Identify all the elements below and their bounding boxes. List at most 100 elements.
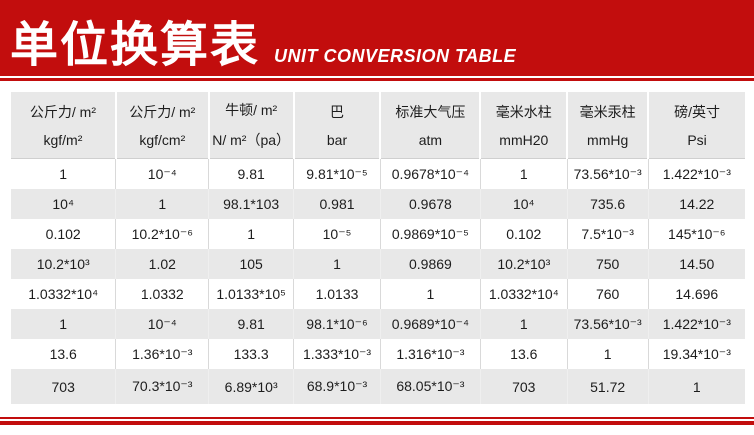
header-cell-name: 毫米水柱 (495, 104, 552, 120)
table-cell: 98.1*10⁻⁶ (293, 309, 381, 339)
unit-conversion-table: 公斤力/ m² kgf/m² 公斤力/ m² kgf/cm² 牛顿/ m² N/ m²（p… (11, 92, 745, 404)
table-row: 10⁴ 1 98.1*103 0.981 0.9678 10⁴ 735.6 14.22 (11, 189, 745, 219)
table-cell: 68.9*10⁻³ (293, 369, 381, 404)
table-cell: 1 (115, 189, 209, 219)
table-cell: 73.56*10⁻³ (566, 158, 649, 189)
header-cell-unit: kgf/m² (43, 132, 83, 148)
table-cell: 0.102 (45, 226, 81, 242)
header-cell: 牛顿/ m² N/ m²（pa） (207, 92, 294, 159)
table-cell: 9.81*10⁻⁵ (293, 158, 381, 189)
table-cell: 1 (566, 339, 649, 369)
table-row: 10.2*10³ 1.02 105 1 0.9869 10.2*10³ 750 14.50 (11, 249, 745, 279)
table-cell: 10⁴ (479, 189, 568, 219)
table-cell: 0.9869 (379, 249, 481, 279)
table-cell: 1.0332*10⁴ (28, 286, 99, 302)
table-cell: 1.0332*10⁴ (479, 279, 568, 309)
table-row: 703 70.3*10⁻³ 6.89*10³ 68.9*10⁻³ 68.05*10⁻³ 7… (11, 369, 745, 404)
table-cell: 750 (566, 249, 649, 279)
table-cell: 70.3*10⁻³ (115, 369, 209, 404)
table-cell: 0.981 (293, 189, 381, 219)
header-cell-name: 磅/英寸 (674, 104, 720, 120)
header-cell-unit: bar (326, 132, 348, 148)
table-cell: 0.9689*10⁻⁴ (379, 309, 481, 339)
table-cell: 1.02 (115, 249, 209, 279)
table-row: 0.102 10.2*10⁻⁶ 1 10⁻⁵ 0.9869*10⁻⁵ 0.102 7.5*1… (11, 219, 745, 249)
table-cell: 1.0332 (115, 279, 209, 309)
table-cell: 6.89*10³ (208, 369, 294, 404)
table-cell: 10⁻⁴ (115, 158, 209, 189)
table-cell: 14.696 (647, 279, 745, 309)
header-cell: 公斤力/ m² kgf/m² (11, 92, 116, 159)
table-cell: 1.36*10⁻³ (115, 339, 209, 369)
footer-divider-gap (0, 419, 754, 421)
header-cell-unit: atm (418, 132, 443, 148)
header-cell-unit: mmH20 (499, 132, 549, 148)
table-cell: 10.2*10³ (11, 249, 116, 279)
table-cell: 735.6 (566, 189, 649, 219)
table-cell: 7.5*10⁻³ (566, 219, 649, 249)
table-cell: 10⁻⁵ (293, 219, 381, 249)
header-cell: 标准大气压 atm (379, 92, 481, 159)
page-title-chinese: 单位换算表 (10, 19, 261, 72)
table-cell: 1 (379, 279, 481, 309)
table-cell: 703 (11, 369, 116, 404)
table-cell: 0.9678 (379, 189, 481, 219)
table-cell: 1.422*10⁻³ (647, 158, 745, 189)
banner-underline (0, 78, 754, 81)
header-cell-name: 标准大气压 (395, 104, 466, 120)
footer-divider-thin-line (0, 417, 754, 419)
table-cell: 10.2*10³ (479, 249, 568, 279)
table-cell: 105 (208, 249, 294, 279)
table-cell: 1 (647, 369, 745, 404)
table-row: 1 10⁻⁴ 9.81 98.1*10⁻⁶ 0.9689*10⁻⁴ 1 73.56*10⁻³… (11, 309, 745, 339)
table-row: 1 10⁻⁴ 9.81 9.81*10⁻⁵ 0.9678*10⁻⁴ 1 73.56*10⁻³… (11, 158, 745, 189)
table-row: 13.6 1.36*10⁻³ 133.3 1.333*10⁻³ 1.316*10⁻³ 13… (11, 339, 745, 369)
header-cell-name: 巴 (330, 104, 344, 120)
table-cell: 1.0133*10⁵ (208, 279, 294, 309)
header-cell: 巴 bar (292, 92, 381, 159)
header-cell: 毫米汞柱 mmHg (566, 92, 649, 159)
table-cell: 9.81 (208, 309, 294, 339)
table-cell: 1.422*10⁻³ (647, 309, 745, 339)
table-cell: 10⁻⁴ (115, 309, 209, 339)
header-cell: 磅/英寸 Psi (647, 92, 745, 159)
table-cell: 73.56*10⁻³ (566, 309, 649, 339)
table-cell: 133.3 (208, 339, 294, 369)
header-cell-unit: mmHg (587, 132, 629, 148)
table-cell: 0.102 (479, 219, 568, 249)
header-banner: 单位换算表 UNIT CONVERSION TABLE (0, 0, 754, 78)
header-cell-name: 公斤力/ m² (129, 104, 196, 120)
table-cell: 14.50 (647, 249, 745, 279)
table-body: 1 10⁻⁴ 9.81 9.81*10⁻⁵ 0.9678*10⁻⁴ 1 73.56*10⁻³… (11, 158, 745, 404)
table-cell: 1 (293, 249, 381, 279)
table-cell: 0.9678*10⁻⁴ (379, 158, 481, 189)
table-cell: 10⁴ (11, 189, 116, 219)
header-cell: 公斤力/ m² kgf/cm² (114, 92, 209, 159)
header-cell-unit: N/ m²（pa） (212, 132, 291, 148)
table-cell: 13.6 (49, 346, 77, 362)
header-cell-unit: Psi (687, 132, 707, 148)
table-cell: 145*10⁻⁶ (647, 219, 745, 249)
table-cell: 1 (479, 309, 568, 339)
footer-divider-thick-line (0, 421, 754, 425)
table-cell: 760 (566, 279, 649, 309)
header-cell-name: 公斤力/ m² (29, 104, 96, 120)
table-cell: 9.81 (208, 158, 294, 189)
table-cell: 1 (11, 309, 116, 339)
table-cell: 19.34*10⁻³ (647, 339, 745, 369)
table-cell: 1.333*10⁻³ (293, 339, 381, 369)
header-cell-name: 牛顿/ m² (225, 102, 278, 118)
footer-divider (0, 417, 754, 425)
page-title-english: UNIT CONVERSION TABLE (274, 46, 517, 66)
header-cell: 毫米水柱 mmH20 (479, 92, 568, 159)
table-cell: 14.22 (647, 189, 745, 219)
table-cell: 1 (479, 158, 568, 189)
table-cell: 98.1*103 (208, 189, 294, 219)
table-cell: 68.05*10⁻³ (379, 369, 481, 404)
header-cell-unit: kgf/cm² (139, 132, 186, 148)
table-cell: 51.72 (566, 369, 649, 404)
table-header-row: 公斤力/ m² kgf/m² 公斤力/ m² kgf/cm² 牛顿/ m² N/ m²（p… (11, 92, 745, 159)
table-cell: 10.2*10⁻⁶ (115, 219, 209, 249)
table-row: 1.0332*10⁴ 1.0332 1.0133*10⁵ 1.0133 1 1.0332*… (11, 279, 745, 309)
table-cell: 1.0133 (293, 279, 381, 309)
